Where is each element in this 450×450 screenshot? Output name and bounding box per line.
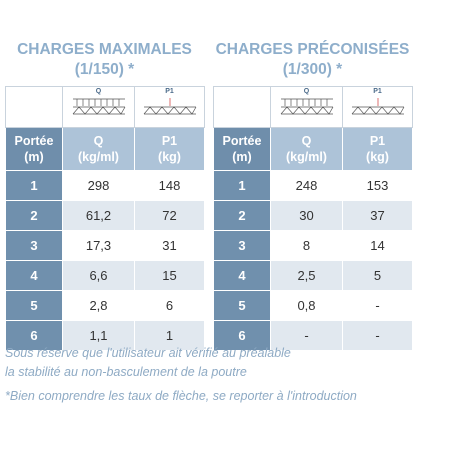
cell: 1 — [134, 320, 205, 351]
cell: 17,3 — [62, 230, 135, 261]
icon-row: Q P1 — [213, 86, 413, 128]
note: *Bien comprendre les taux de flèche, se … — [5, 389, 357, 403]
header-cell: P1 (kg) — [342, 127, 413, 171]
text: P1 — [369, 134, 386, 148]
text: (m) — [24, 150, 44, 164]
cell: 1,1 — [62, 320, 135, 351]
cell: Q — [62, 86, 135, 128]
text: (kg) — [158, 150, 181, 164]
beam-icon — [351, 98, 404, 115]
cell: - — [270, 320, 343, 351]
cell: 4 — [5, 260, 63, 291]
cell: 5 — [5, 290, 63, 321]
row: 6 1,1 1 — [5, 320, 205, 351]
cell: 5 — [342, 260, 413, 291]
cell: - — [342, 290, 413, 321]
text: (kg/ml) — [78, 150, 119, 164]
row: 4 2,5 5 — [213, 260, 413, 291]
cell — [213, 86, 271, 128]
text: Portée — [222, 134, 262, 148]
row: 2 30 37 — [213, 200, 413, 231]
icon-row: Q P1 — [5, 86, 205, 128]
note: la stabilité au non-basculement de la po… — [5, 365, 247, 379]
header-cell: P1 (kg) — [134, 127, 205, 171]
text: P1 — [161, 134, 178, 148]
cell: 6 — [213, 320, 271, 351]
title: CHARGES PRÉCONISÉES — [215, 41, 410, 58]
cell: 3 — [5, 230, 63, 261]
icon-label: P1 — [165, 88, 174, 95]
row: 4 6,6 15 — [5, 260, 205, 291]
cell: 248 — [270, 170, 343, 201]
cell: 37 — [342, 200, 413, 231]
icon-label: Q — [95, 88, 102, 95]
table-block: CHARGES MAXIMALES (1/150) * Q P1 Portée (… — [5, 40, 205, 351]
icon-label: P1 — [373, 88, 382, 95]
cell: - — [342, 320, 413, 351]
row: 5 0,8- — [213, 290, 413, 321]
beam-icon — [280, 98, 333, 115]
row: 3 17,3 31 — [5, 230, 205, 261]
cell: 5 — [213, 290, 271, 321]
subtitle: (1/150) * — [74, 61, 135, 78]
cell: 1 — [5, 170, 63, 201]
cell: 15 — [134, 260, 205, 291]
cell: P1 — [134, 86, 205, 128]
cell: 8 — [270, 230, 343, 261]
cell: 61,2 — [62, 200, 135, 231]
header-cell: Portée (m) — [213, 127, 271, 171]
cell: 3 — [213, 230, 271, 261]
table: Q P1 Portée (m) Q (kg/ml) P1 (kg) 1 248 153 2 30 37… — [213, 86, 413, 351]
cell: 14 — [342, 230, 413, 261]
cell: 2,8 — [62, 290, 135, 321]
title: CHARGES MAXIMALES — [17, 41, 192, 58]
text: (kg/ml) — [286, 150, 327, 164]
cell: 31 — [134, 230, 205, 261]
cell: 2,5 — [270, 260, 343, 291]
row: 5 2,8 6 — [5, 290, 205, 321]
cell: 4 — [213, 260, 271, 291]
icon-label: Q — [303, 88, 310, 95]
cell — [5, 86, 63, 128]
cell: P1 — [342, 86, 413, 128]
header-row: Portée (m) Q (kg/ml) P1 (kg) — [213, 127, 413, 171]
cell: 30 — [270, 200, 343, 231]
row: 1 298 148 — [5, 170, 205, 201]
cell: 153 — [342, 170, 413, 201]
beam-icon — [143, 98, 196, 115]
cell: 0,8 — [270, 290, 343, 321]
cell: 6 — [134, 290, 205, 321]
row: 1 248 153 — [213, 170, 413, 201]
cell: 298 — [62, 170, 135, 201]
beam-icon — [72, 98, 125, 115]
row: 2 61,2 72 — [5, 200, 205, 231]
cell: 148 — [134, 170, 205, 201]
header-row: Portée (m) Q (kg/ml) P1 (kg) — [5, 127, 205, 171]
cell: 1 — [213, 170, 271, 201]
header-cell: Q (kg/ml) — [270, 127, 343, 171]
table-block: CHARGES PRÉCONISÉES (1/300) * Q P1 Porté… — [213, 40, 413, 351]
cell: 2 — [5, 200, 63, 231]
cell: 2 — [213, 200, 271, 231]
header-cell: Q (kg/ml) — [62, 127, 135, 171]
subtitle: (1/300) * — [282, 61, 343, 78]
text: Q — [93, 134, 104, 148]
text: (m) — [232, 150, 252, 164]
note: Sous réserve que l'utilisateur ait vérif… — [5, 346, 291, 360]
text: Q — [301, 134, 312, 148]
table: Q P1 Portée (m) Q (kg/ml) P1 (kg) 1 298 148 2 61,2… — [5, 86, 205, 351]
cell: Q — [270, 86, 343, 128]
row: 3 8 14 — [213, 230, 413, 261]
text: (kg) — [366, 150, 389, 164]
cell: 6,6 — [62, 260, 135, 291]
header-cell: Portée (m) — [5, 127, 63, 171]
row: 6-- — [213, 320, 413, 351]
text: Portée — [14, 134, 54, 148]
cell: 72 — [134, 200, 205, 231]
